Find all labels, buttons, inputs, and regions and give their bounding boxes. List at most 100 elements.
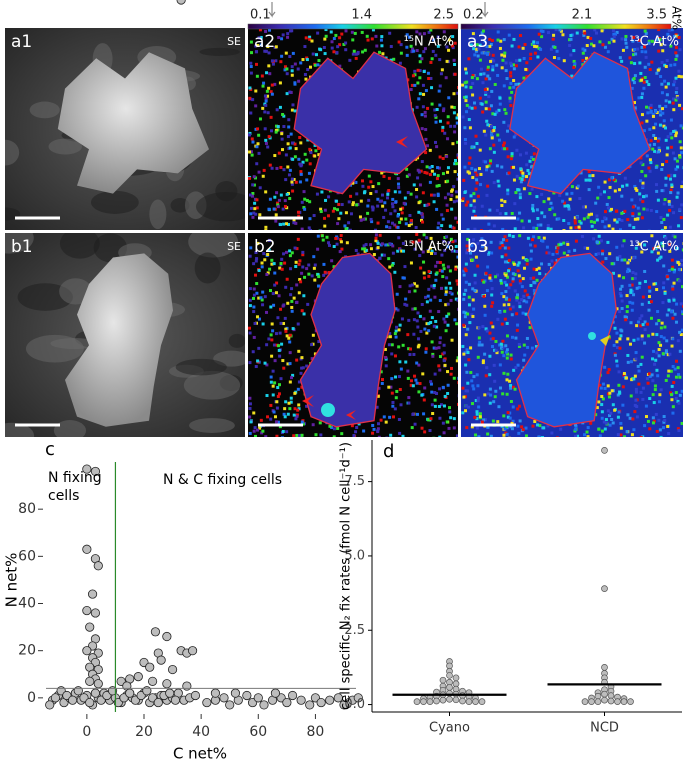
speckle — [490, 294, 493, 297]
speckle — [285, 430, 288, 433]
speckle — [279, 106, 282, 109]
speckle — [509, 75, 512, 78]
speckle — [678, 268, 681, 271]
speckle — [249, 299, 252, 302]
speckle — [308, 172, 311, 175]
speckle — [449, 225, 452, 228]
speckle — [570, 192, 573, 195]
speckle — [439, 120, 442, 123]
speckle — [621, 37, 624, 40]
speckle — [493, 181, 496, 184]
panel-tag: ¹³C At% — [629, 35, 679, 50]
speckle — [646, 111, 649, 114]
speckle — [483, 305, 486, 308]
speckle — [248, 133, 251, 136]
speckle — [603, 190, 606, 193]
speckle — [385, 421, 388, 424]
speckle — [501, 340, 504, 343]
speckle — [267, 111, 270, 114]
speckle — [333, 245, 336, 248]
speckle — [624, 177, 627, 180]
speckle — [654, 123, 657, 126]
speckle — [270, 338, 273, 341]
speckle — [679, 394, 682, 397]
speckle — [582, 205, 585, 208]
speckle — [312, 423, 315, 426]
speckle — [515, 64, 518, 67]
speckle — [404, 361, 407, 364]
speckle — [381, 194, 384, 197]
speckle — [364, 49, 367, 52]
speckle — [391, 343, 394, 346]
speckle — [490, 305, 493, 308]
speckle — [650, 139, 653, 142]
speckle — [449, 299, 452, 302]
speckle — [469, 204, 472, 207]
speckle — [278, 383, 281, 386]
speckle — [518, 212, 521, 215]
speckle — [486, 330, 489, 333]
speckle — [491, 65, 494, 68]
speckle — [550, 260, 553, 263]
speckle — [317, 275, 320, 278]
speckle — [677, 261, 680, 264]
speckle — [424, 351, 427, 354]
speckle — [457, 154, 460, 157]
speckle — [537, 236, 540, 239]
speckle — [667, 374, 670, 377]
colorbar-gradient — [461, 24, 671, 29]
speckle — [478, 336, 481, 339]
speckle — [389, 434, 392, 437]
speckle — [258, 269, 261, 272]
speckle — [578, 226, 581, 229]
speckle — [463, 166, 466, 169]
speckle — [638, 192, 641, 195]
speckle — [450, 373, 453, 376]
speckle — [509, 387, 512, 390]
speckle — [442, 422, 445, 425]
speckle — [655, 351, 658, 354]
speckle — [680, 124, 683, 127]
speckle — [642, 87, 645, 90]
speckle — [294, 143, 297, 146]
speckle — [309, 151, 312, 154]
panel-label: b1 — [11, 237, 33, 257]
speckle — [474, 169, 477, 172]
speckle — [440, 213, 443, 216]
speckle — [651, 379, 654, 382]
point — [126, 689, 134, 697]
panel-content — [461, 233, 685, 440]
speckle — [271, 167, 274, 170]
speckle — [306, 58, 309, 61]
speckle — [431, 412, 434, 415]
speckle — [639, 363, 642, 366]
speckle — [671, 268, 674, 271]
speckle — [408, 214, 411, 217]
speckle — [410, 193, 413, 196]
speckle — [655, 322, 658, 325]
speckle — [542, 426, 545, 429]
speckle — [438, 104, 441, 107]
speckle — [371, 432, 374, 435]
speckle — [295, 359, 298, 362]
speckle — [449, 198, 452, 201]
point — [243, 691, 251, 699]
speckle — [677, 70, 680, 73]
speckle — [282, 125, 285, 128]
speckle — [634, 187, 637, 190]
speckle — [643, 342, 646, 345]
speckle — [433, 194, 436, 197]
speckle — [475, 142, 478, 145]
speckle — [310, 343, 313, 346]
speckle — [330, 259, 333, 262]
speckle — [255, 198, 258, 201]
speckle — [623, 210, 626, 213]
speckle — [506, 192, 509, 195]
speckle — [299, 61, 302, 64]
speckle — [264, 226, 267, 229]
speckle — [369, 180, 372, 183]
panel-content — [0, 222, 250, 449]
speckle — [397, 177, 400, 180]
speckle — [620, 212, 623, 215]
speckle — [259, 296, 262, 299]
